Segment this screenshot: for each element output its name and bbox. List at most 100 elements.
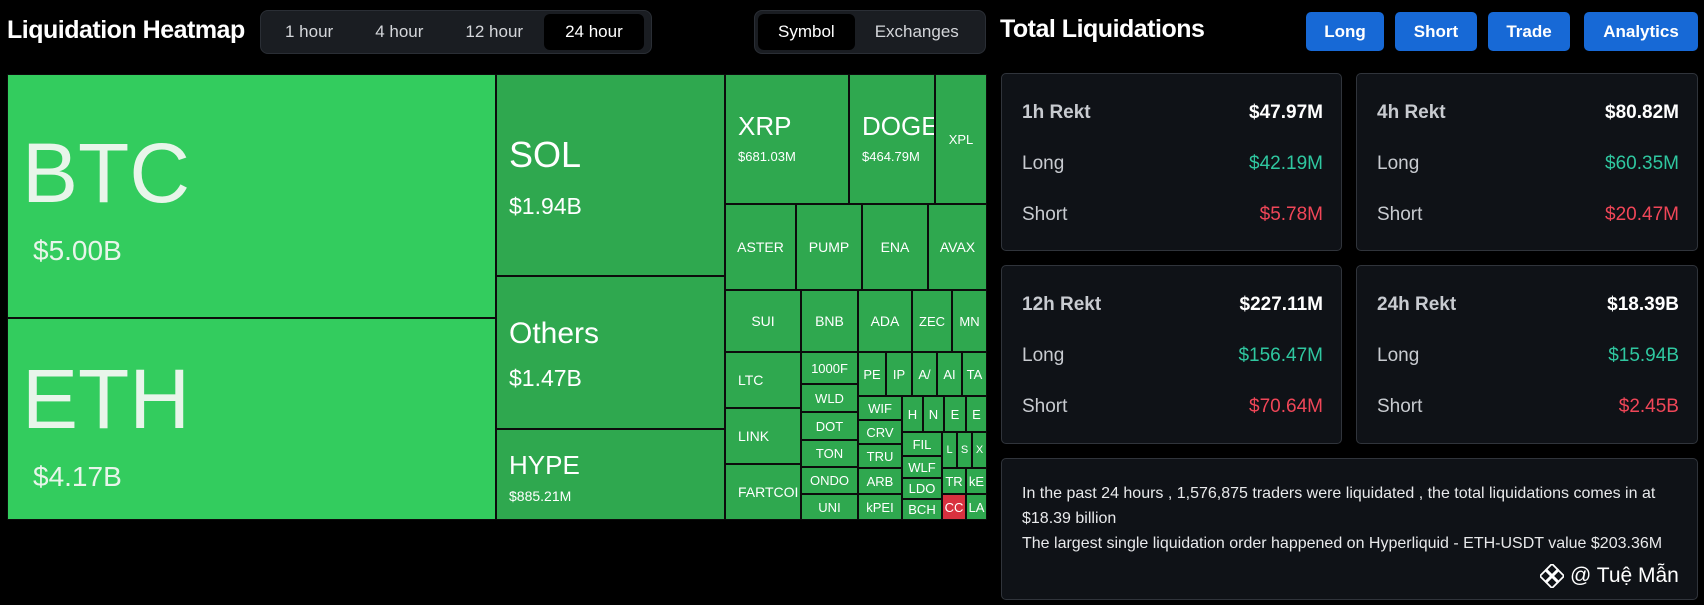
time-option-24h[interactable]: 24 hour [544, 14, 644, 50]
view-option-symbol[interactable]: Symbol [758, 14, 855, 50]
card-header-row: 1h Rekt $47.97M [1022, 102, 1323, 124]
tile-n[interactable]: N [923, 396, 944, 432]
tile-symbol: X [975, 444, 984, 456]
tile-ai[interactable]: AI [937, 352, 962, 396]
card-label: 24h Rekt [1377, 294, 1457, 315]
tile-uni[interactable]: UNI [801, 494, 858, 520]
tile-sui[interactable]: SUI [725, 290, 801, 352]
tile-link[interactable]: LINK [725, 408, 801, 464]
tile-symbol: UNI [818, 499, 841, 515]
tile-pe[interactable]: PE [858, 352, 886, 396]
tile-fil[interactable]: FIL [902, 432, 942, 456]
tile-avax[interactable]: AVAX [928, 204, 987, 290]
tile-xrp[interactable]: XRP $681.03M [725, 74, 849, 204]
card-short-row: Short $70.64M [1022, 396, 1323, 418]
tile-aa[interactable]: A/ [912, 352, 937, 396]
tile-symbol: AI [943, 366, 956, 382]
tile-e2[interactable]: E [966, 396, 987, 432]
liquidation-treemap: BTC $5.00B ETH $4.17B SOL $1.94B Others … [7, 74, 987, 520]
tile-symbol: BTC [22, 126, 190, 220]
tile-ondo[interactable]: ONDO [801, 467, 858, 494]
tile-xpl[interactable]: XPL [935, 74, 987, 204]
tile-symbol: H [907, 406, 918, 422]
tile-eth[interactable]: ETH $4.17B [7, 318, 496, 520]
tile-wif[interactable]: WIF [858, 396, 902, 420]
tile-kpe[interactable]: kPEI [858, 494, 902, 520]
card-label: 1h Rekt [1022, 102, 1091, 123]
tile-value: $1.94B [509, 193, 582, 219]
tile-symbol: ADA [870, 313, 900, 329]
tile-fartcoin[interactable]: FARTCOI [725, 464, 801, 520]
tile-wlf[interactable]: WLF [902, 456, 942, 478]
long-button[interactable]: Long [1306, 12, 1384, 51]
tile-symbol: kPEI [866, 499, 894, 515]
tile-aster[interactable]: ASTER [725, 204, 796, 290]
tile-ada[interactable]: ADA [858, 290, 912, 352]
total-liquidations-title: Total Liquidations [1000, 15, 1205, 43]
long-label: Long [1022, 345, 1065, 366]
card-long-row: Long $156.47M [1022, 345, 1323, 367]
tile-1000f[interactable]: 1000F [801, 352, 858, 384]
tile-mnt[interactable]: MN [952, 290, 987, 352]
tile-ke[interactable]: kE [966, 468, 987, 494]
short-label: Short [1377, 396, 1423, 417]
tile-crv[interactable]: CRV [858, 420, 902, 444]
tile-symbol: LTC [738, 372, 764, 388]
long-amount: $60.35M [1605, 153, 1679, 174]
tile-wld[interactable]: WLD [801, 384, 858, 412]
tile-symbol: XPL [948, 131, 974, 147]
tile-pump[interactable]: PUMP [796, 204, 862, 290]
tile-bch[interactable]: BCH [902, 499, 942, 520]
time-option-1h[interactable]: 1 hour [285, 22, 334, 41]
view-option-exchanges[interactable]: Exchanges [874, 22, 959, 41]
tile-symbol: TA [966, 366, 983, 382]
analytics-button[interactable]: Analytics [1584, 12, 1698, 51]
rekt-card-24h: 24h Rekt $18.39B Long $15.94B Short $2.4… [1356, 265, 1698, 444]
time-option-12h[interactable]: 12 hour [465, 22, 524, 41]
tile-symbol: L [946, 444, 953, 456]
tile-others[interactable]: Others $1.47B [496, 276, 725, 429]
tile-zec[interactable]: ZEC [912, 290, 952, 352]
tile-arb[interactable]: ARB [858, 468, 902, 494]
tile-symbol: TON [815, 446, 844, 461]
tile-symbol: A/ [918, 366, 931, 382]
heatmap-title: Liquidation Heatmap [7, 16, 245, 44]
tile-ena[interactable]: ENA [862, 204, 928, 290]
tile-symbol: PE [863, 366, 881, 382]
time-range-selector: 1 hour 4 hour 12 hour 24 hour [260, 10, 652, 54]
tile-dot[interactable]: DOT [801, 412, 858, 440]
tile-value: $464.79M [862, 149, 920, 164]
rekt-card-1h: 1h Rekt $47.97M Long $42.19M Short $5.78… [1001, 73, 1342, 251]
tile-bnb[interactable]: BNB [801, 290, 858, 352]
card-long-row: Long $60.35M [1377, 153, 1679, 175]
tile-symbol: LA [968, 499, 985, 515]
time-option-4h[interactable]: 4 hour [375, 22, 424, 41]
tile-s1[interactable]: S [957, 432, 972, 468]
tile-ldo[interactable]: LDO [902, 478, 942, 499]
tile-symbol: TRU [866, 448, 894, 464]
tile-e1[interactable]: E [944, 396, 966, 432]
tile-symbol: BCH [908, 502, 936, 517]
tile-symbol: CRV [866, 424, 894, 440]
tile-ton[interactable]: TON [801, 440, 858, 467]
tile-sol[interactable]: SOL $1.94B [496, 74, 725, 276]
tile-l1[interactable]: L [942, 432, 957, 468]
card-total: $47.97M [1249, 102, 1323, 123]
tile-x1[interactable]: X [972, 432, 987, 468]
tile-symbol: DOT [815, 418, 844, 434]
short-button[interactable]: Short [1395, 12, 1477, 51]
tile-hype[interactable]: HYPE $885.21M [496, 429, 725, 520]
tile-ip[interactable]: IP [886, 352, 912, 396]
tile-tr[interactable]: TR [942, 468, 966, 494]
tile-ta[interactable]: TA [962, 352, 987, 396]
tile-co[interactable]: CC [942, 494, 966, 520]
trade-button[interactable]: Trade [1488, 12, 1570, 51]
tile-symbol: N [928, 406, 939, 422]
tile-btc[interactable]: BTC $5.00B [7, 74, 496, 318]
card-header-row: 4h Rekt $80.82M [1377, 102, 1679, 124]
tile-ltc[interactable]: LTC [725, 352, 801, 408]
tile-h[interactable]: H [902, 396, 923, 432]
tile-la[interactable]: LA [966, 494, 987, 520]
tile-tru[interactable]: TRU [858, 444, 902, 468]
tile-doge[interactable]: DOGE $464.79M [849, 74, 935, 204]
